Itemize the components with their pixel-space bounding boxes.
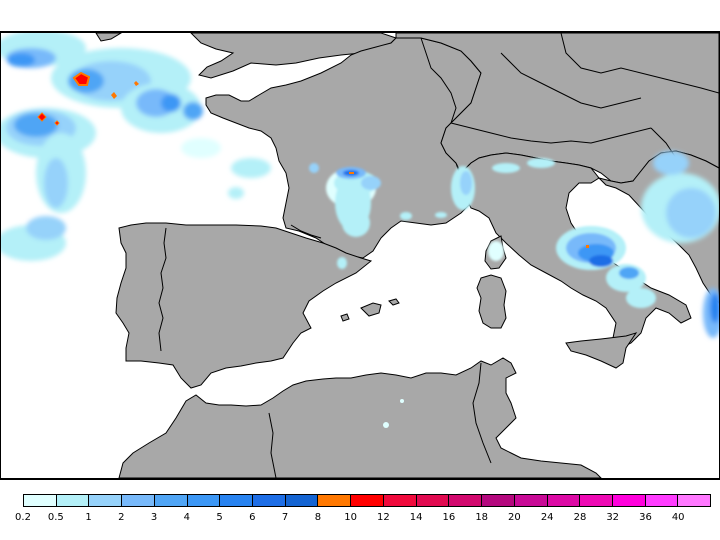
legend-label: 2 — [118, 512, 125, 523]
legend-label: 4 — [183, 512, 190, 523]
land-menorca — [388, 298, 400, 306]
legend-label: 28 — [573, 512, 587, 523]
land-ireland-tip — [95, 33, 122, 42]
legend-swatch — [547, 495, 581, 506]
legend-label: 1 — [85, 512, 92, 523]
legend-label: 7 — [281, 512, 289, 523]
land-north-africa — [118, 357, 602, 478]
legend-swatch — [482, 495, 515, 506]
legend-label: 10 — [344, 512, 357, 523]
precipitation-field — [1, 33, 719, 428]
legend-swatch — [122, 495, 155, 506]
legend-swatch — [253, 495, 286, 506]
legend-label: 0.5 — [47, 512, 64, 523]
legend-swatch — [56, 495, 90, 506]
legend-swatch — [449, 495, 483, 506]
land-sicily — [565, 332, 638, 369]
legend-label: 14 — [409, 512, 423, 523]
land-sardinia — [476, 274, 507, 329]
legend-swatch — [220, 495, 254, 506]
legend-swatch — [24, 495, 57, 506]
legend-label: 0.2 — [15, 512, 31, 523]
map-canvas — [1, 33, 719, 478]
legend-swatch — [187, 495, 221, 506]
legend-label: 24 — [540, 512, 554, 523]
legend-label: 6 — [249, 512, 256, 523]
legend-label: 36 — [639, 512, 652, 523]
legend-label: 12 — [377, 512, 390, 523]
land-ibiza — [340, 313, 350, 322]
legend-swatch — [514, 495, 548, 506]
legend-swatch — [318, 495, 352, 506]
land-mallorca — [360, 302, 382, 317]
legend-label: 16 — [442, 512, 456, 523]
legend-swatch — [351, 495, 384, 506]
legend-label: 5 — [216, 512, 223, 523]
precipitation-map — [0, 31, 720, 480]
color-legend — [23, 494, 711, 507]
legend-label: 3 — [150, 512, 158, 523]
legend-swatch — [678, 495, 711, 506]
legend-swatch — [154, 495, 188, 506]
land-iberia — [115, 222, 373, 389]
legend-swatch — [645, 495, 679, 506]
legend-swatch — [89, 495, 123, 506]
legend-swatch — [383, 495, 417, 506]
legend-label: 20 — [508, 512, 521, 523]
legend-label: 32 — [606, 512, 620, 523]
legend-label: 40 — [671, 512, 685, 523]
legend-swatch — [612, 495, 646, 506]
legend-swatch — [285, 495, 319, 506]
legend-swatch — [580, 495, 613, 506]
legend-label: 8 — [314, 512, 322, 523]
legend-labels: 0.2 0.5 1 2 3 4 5 6 7 8 10 12 14 16 18 2… — [15, 512, 711, 526]
legend-swatch — [416, 495, 450, 506]
legend-label: 18 — [475, 512, 489, 523]
